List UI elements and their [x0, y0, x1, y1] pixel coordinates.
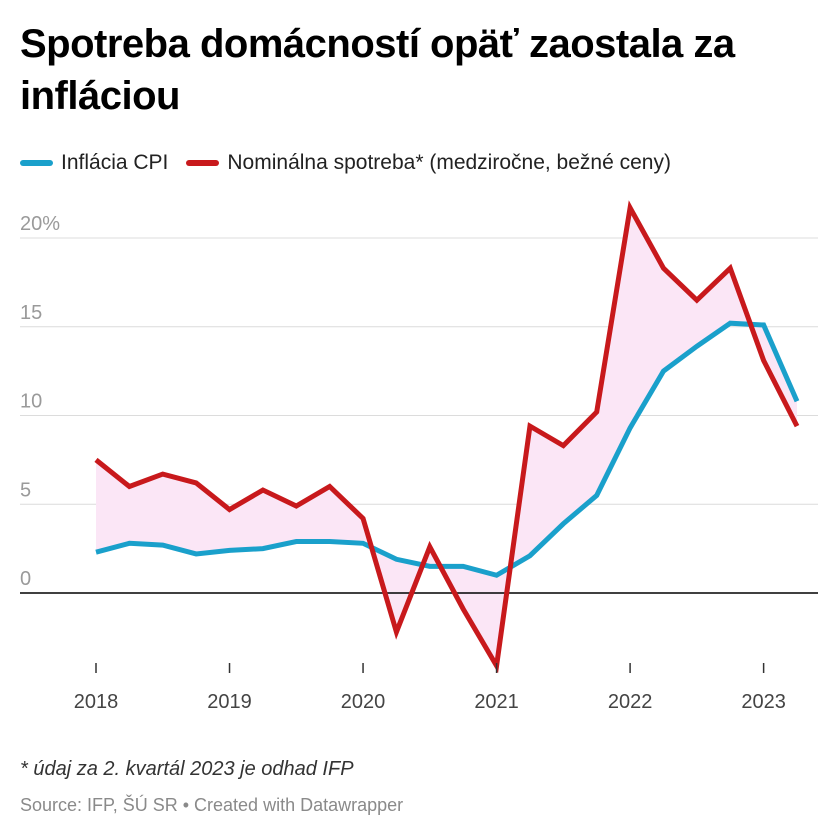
legend-label-consumption: Nominálna spotreba* (medziročne, bežné c…: [227, 151, 671, 174]
x-axis: 2018 2019 2020 2021 2022 2023: [74, 663, 786, 713]
y-tick-label: 20%: [20, 213, 60, 235]
gap-area: [96, 207, 797, 666]
x-tick-label: 2018: [74, 691, 119, 713]
legend: Inflácia CPI Nominálna spotreba* (medzir…: [20, 148, 689, 178]
legend-item-inflation: Inflácia CPI: [20, 151, 168, 175]
x-tick-label: 2021: [474, 691, 519, 713]
series-layer: [94, 200, 800, 674]
y-tick-label: 15: [20, 302, 42, 324]
series-line-inflation: [95, 320, 800, 578]
line-chart: 2018 2019 2020 2021 2022 2023 20% 15 10 5 0: [20, 200, 818, 713]
x-tick-label: 2023: [741, 691, 786, 713]
x-tick-label: 2019: [207, 691, 252, 713]
y-axis: 20% 15 10 5 0: [20, 213, 60, 590]
gap-fill-layer: [96, 207, 797, 666]
x-tick-label: 2022: [608, 691, 653, 713]
chart-title: Spotreba domácností opäť zaostala za inf…: [20, 22, 735, 118]
y-tick-label: 10: [20, 391, 42, 413]
legend-swatch-inflation: [20, 160, 53, 166]
source-credit: Source: IFP, ŠÚ SR • Created with Datawr…: [20, 795, 404, 815]
legend-label-inflation: Inflácia CPI: [61, 151, 169, 174]
grid-layer: [20, 237, 818, 505]
legend-item-consumption: Nominálna spotreba* (medziročne, bežné c…: [186, 151, 671, 175]
footnote: * údaj za 2. kvartál 2023 je odhad IFP: [20, 758, 354, 780]
y-tick-label: 0: [20, 568, 31, 590]
y-tick-label: 5: [20, 479, 31, 501]
x-tick-label: 2020: [341, 691, 386, 713]
series-line-consumption: [94, 200, 800, 674]
legend-swatch-consumption: [186, 160, 220, 166]
